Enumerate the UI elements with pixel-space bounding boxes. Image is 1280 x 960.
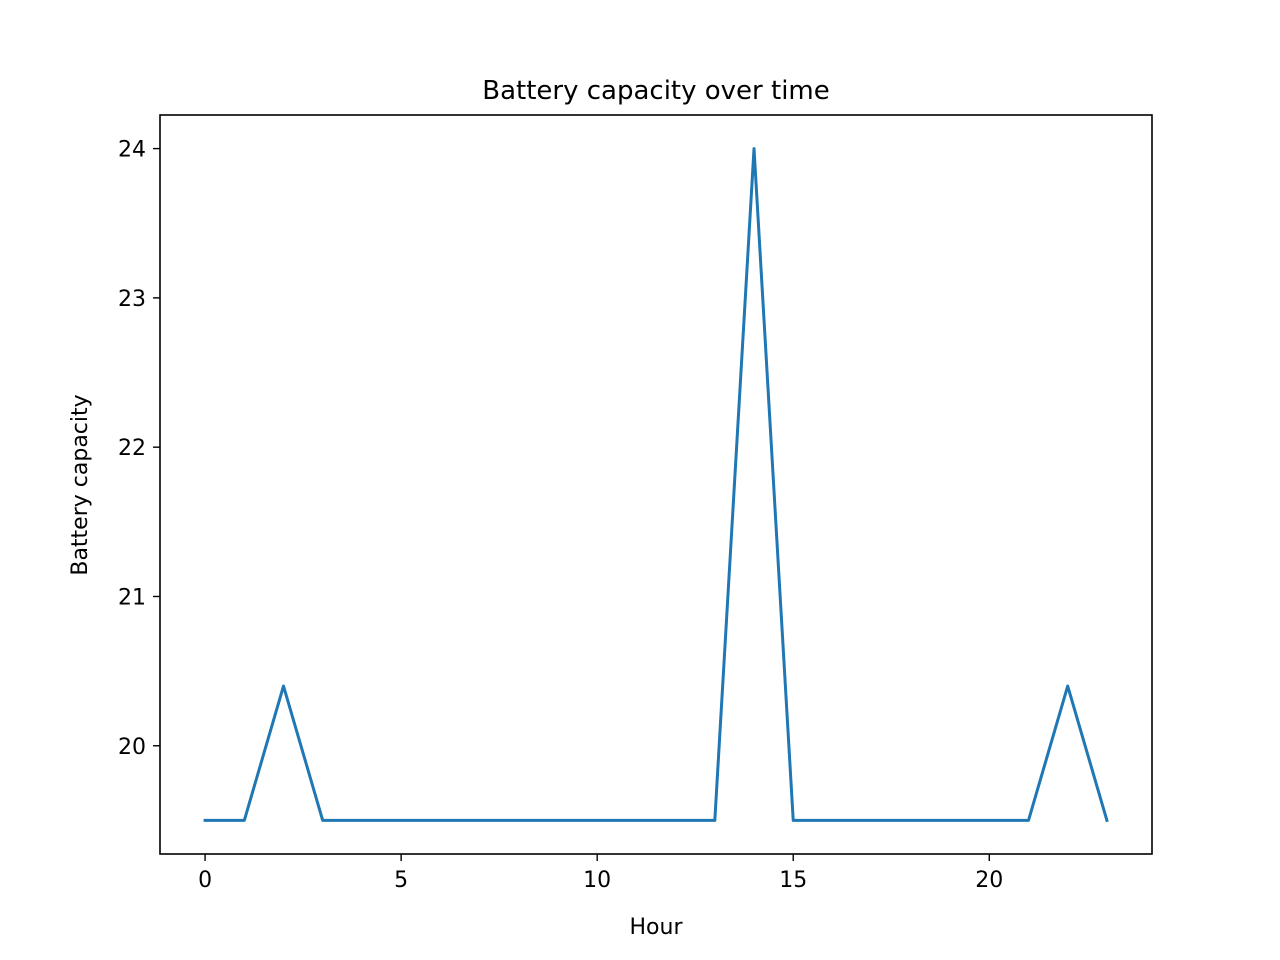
y-tick-label: 22	[118, 436, 146, 461]
x-tick-label: 5	[394, 868, 408, 893]
y-tick-label: 23	[118, 287, 146, 312]
plot-area	[203, 147, 1109, 823]
y-tick-label: 21	[118, 585, 146, 610]
x-tick-label: 20	[975, 868, 1003, 893]
x-tick-label: 15	[779, 868, 807, 893]
plot-frame	[159, 114, 1153, 855]
y-tick-label: 24	[118, 138, 146, 163]
x-tick-label: 10	[583, 868, 611, 893]
y-axis-label: Battery capacity	[68, 394, 93, 575]
chart-title: Battery capacity over time	[482, 76, 830, 106]
x-axis: 0 5 10 15 20	[198, 854, 1003, 893]
y-tick-label: 20	[118, 735, 146, 760]
x-tick-label: 0	[198, 868, 212, 893]
y-axis: 20 21 22 23 24	[118, 138, 160, 760]
series-line	[203, 147, 1109, 823]
x-axis-label: Hour	[630, 915, 684, 940]
